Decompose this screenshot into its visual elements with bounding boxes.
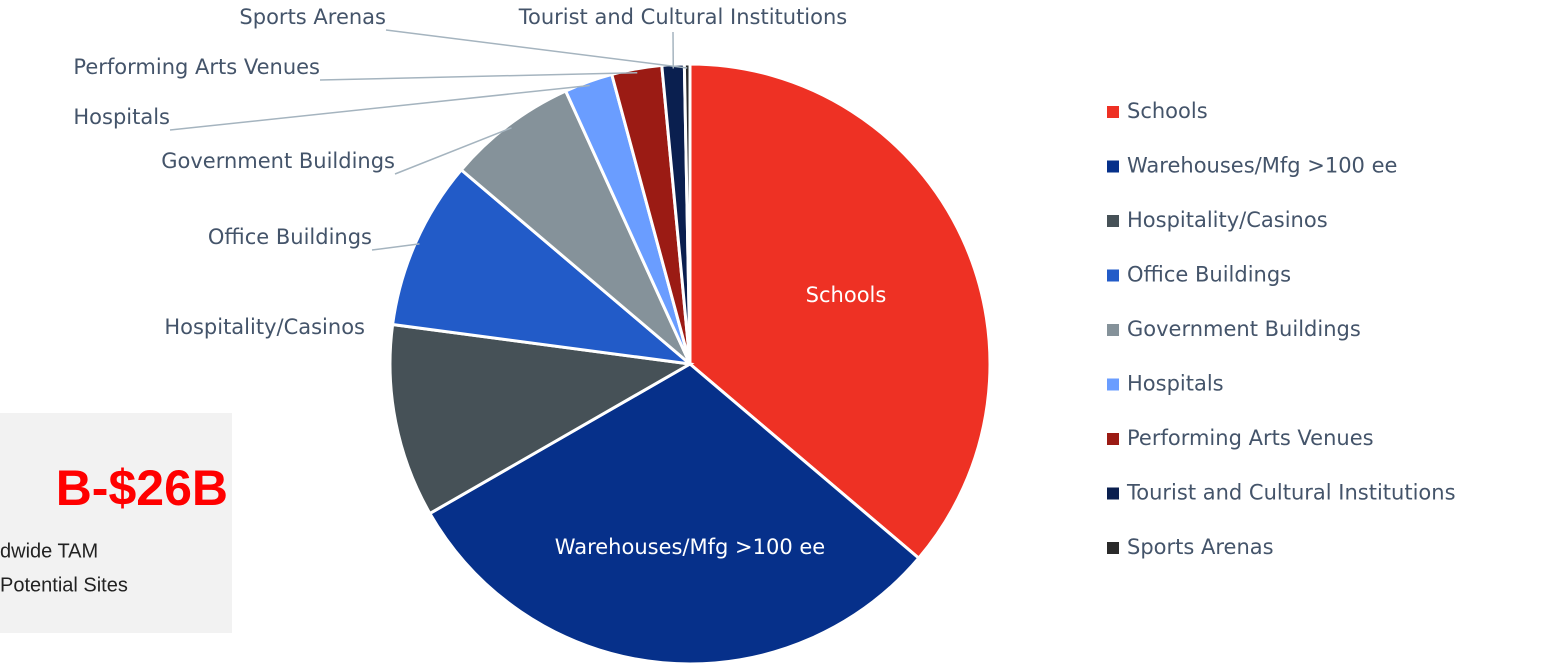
legend-label: Tourist and Cultural Institutions: [1126, 481, 1456, 505]
slice-label: Government Buildings: [161, 149, 395, 173]
pie-slice: [688, 62, 992, 561]
legend-label: Warehouses/Mfg >100 ee: [1127, 154, 1397, 178]
leader-line: [385, 29, 688, 69]
leader-line: [394, 127, 512, 175]
legend-swatch: [1107, 106, 1119, 118]
legend-label: Office Buildings: [1127, 263, 1291, 287]
legend-label: Hospitals: [1127, 372, 1224, 396]
callout-line: dwide TAM: [0, 540, 98, 562]
pie-slice: [459, 88, 692, 366]
pie-slice: [390, 167, 695, 367]
legend-label: Hospitality/Casinos: [1127, 208, 1328, 232]
legend-swatch: [1107, 215, 1119, 227]
slice-label: Tourist and Cultural Institutions: [518, 5, 848, 29]
leader-line: [169, 84, 590, 131]
legend-label: Performing Arts Venues: [1127, 426, 1374, 450]
leader-line: [371, 243, 420, 251]
legend-swatch: [1107, 487, 1119, 500]
slice-label: Sports Arenas: [239, 5, 386, 29]
slice-label: Warehouses/Mfg >100 ee: [555, 535, 825, 559]
legend-swatch: [1107, 433, 1119, 445]
slice-label: Hospitality/Casinos: [164, 315, 365, 339]
slice-label: Schools: [806, 283, 887, 307]
legend-swatch: [1107, 269, 1119, 282]
callout-line: Potential Sites: [0, 574, 128, 596]
pie-slice: [388, 322, 695, 516]
legend-swatch: [1107, 160, 1119, 173]
legend-swatch: [1107, 378, 1119, 391]
slice-label: Hospitals: [73, 105, 170, 129]
pie-slice: [427, 362, 921, 665]
slice-label: Office Buildings: [208, 225, 372, 249]
leader-line: [319, 71, 638, 81]
legend-label: Government Buildings: [1127, 317, 1361, 341]
callout-box: [0, 413, 232, 633]
legend-swatch: [1107, 542, 1119, 554]
legend-swatch: [1107, 324, 1119, 336]
legend-label: Sports Arenas: [1127, 535, 1274, 559]
pie-slice: [682, 62, 692, 365]
legend-label: Schools: [1127, 99, 1208, 123]
callout-headline: B-$26B: [56, 460, 228, 516]
slice-label: Performing Arts Venues: [73, 55, 320, 79]
